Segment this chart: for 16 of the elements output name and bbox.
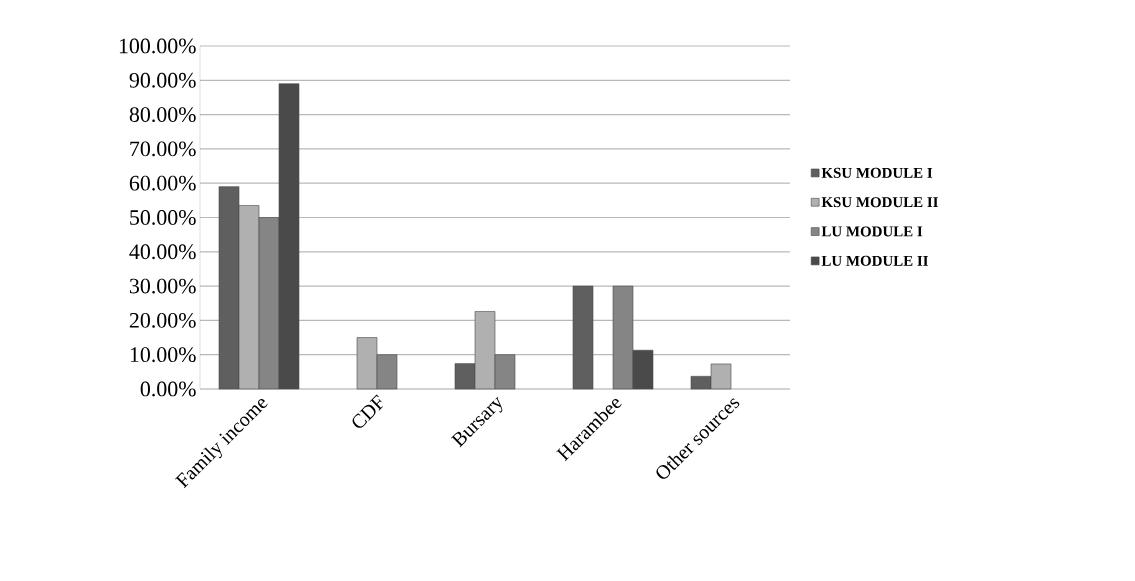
y-tick-label: 10.00% xyxy=(130,347,196,363)
y-tick-label: 80.00% xyxy=(129,107,196,123)
bar xyxy=(572,285,594,390)
y-tick-label: 0.00% xyxy=(140,381,196,397)
legend-label: LU MODULE II xyxy=(821,255,929,266)
y-tick-label: 40.00% xyxy=(129,244,196,260)
y-tick-label: 50.00% xyxy=(130,210,196,225)
y-tick-label: 20.00% xyxy=(129,312,196,328)
y-tick-label: 70.00% xyxy=(130,141,196,157)
legend-label: KSU MODULE I xyxy=(821,167,933,178)
legend-label: KSU MODULE II xyxy=(821,197,938,208)
y-tick-label: 90.00% xyxy=(129,72,196,88)
y-tick-label: 100.00% xyxy=(119,38,196,54)
legend-label: LU MODULE I xyxy=(821,226,923,237)
y-tick-label: 30.00% xyxy=(129,278,196,294)
y-tick-label: 60.00% xyxy=(129,175,196,191)
